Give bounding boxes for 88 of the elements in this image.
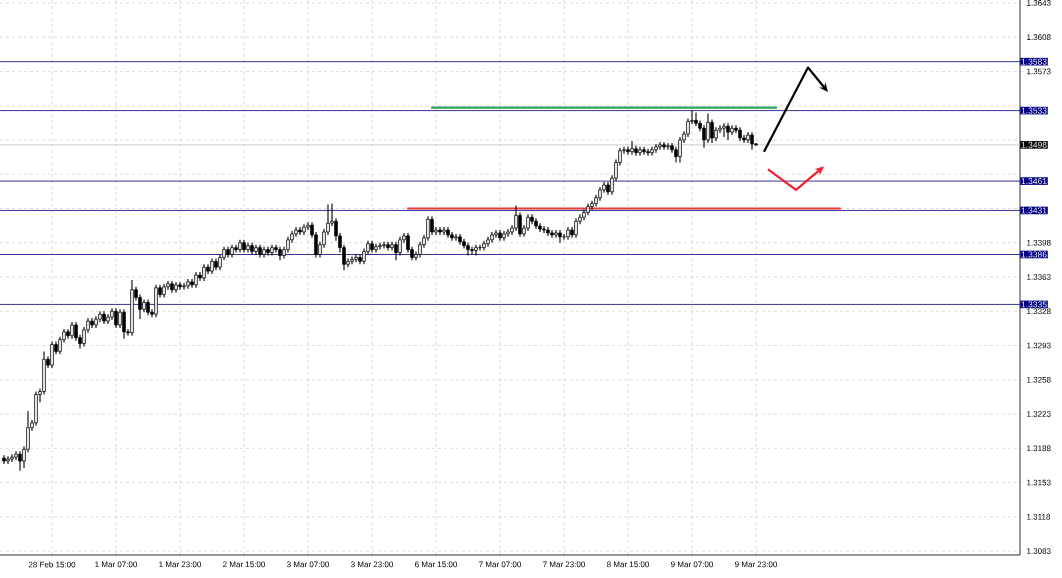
candlestick [186, 278, 190, 290]
candlestick [638, 146, 642, 157]
y-tick-label: 1.3398 [1027, 239, 1051, 246]
candlestick [561, 233, 567, 241]
ref-line-label: 1.3498 [1021, 141, 1047, 148]
candlestick [702, 124, 706, 149]
y-tick-label: 1.3328 [1027, 308, 1051, 315]
candlestick [626, 146, 630, 156]
candlestick [178, 281, 182, 291]
candlestick [350, 255, 354, 265]
y-tick-label: 1.3223 [1027, 411, 1051, 417]
candlestick [654, 143, 658, 154]
candlestick [474, 244, 478, 257]
candlestick [182, 282, 186, 291]
candlestick [386, 241, 390, 252]
ref-line-label: 1.3533 [1021, 107, 1047, 114]
candlestick [558, 229, 562, 244]
candlestick [730, 124, 734, 136]
y-tick-label: 1.3608 [1027, 34, 1051, 41]
y-tick-label: 1.3153 [1027, 479, 1051, 486]
y-tick-label: 1.3258 [1027, 376, 1051, 383]
candlestick [658, 141, 662, 151]
candlestick [530, 213, 534, 225]
candlestick [354, 253, 358, 263]
ref-line-label: 1.3386 [1021, 251, 1047, 258]
candlestick [374, 243, 378, 254]
y-tick-label: 1.3118 [1027, 514, 1051, 520]
candlestick [394, 241, 398, 261]
candlestick [390, 241, 394, 252]
x-tick-label: 1 Mar 07:00 [95, 561, 138, 568]
candlestick [634, 145, 638, 157]
x-tick-label: 3 Mar 07:00 [286, 561, 330, 568]
candlestick [477, 244, 483, 252]
candlestick [118, 308, 122, 329]
candlestick [470, 246, 474, 256]
candlestick [646, 148, 650, 157]
candlestick [190, 278, 194, 289]
y-tick-label: 1.3083 [1027, 548, 1051, 554]
candlestick [662, 141, 666, 151]
candlestick [246, 242, 250, 254]
candlestick [234, 244, 238, 254]
y-tick-label: 1.3363 [1027, 274, 1051, 280]
candlestick [14, 450, 18, 461]
candlestick [666, 142, 670, 151]
x-tick-label: 7 Mar 07:00 [479, 561, 522, 568]
y-tick-label: 1.3643 [1027, 0, 1051, 6]
ref-line-label: 1.3431 [1021, 207, 1047, 214]
y-tick-label: 1.3293 [1027, 342, 1051, 349]
candlestick [710, 118, 714, 144]
candlestick [630, 140, 634, 156]
candlestick [726, 122, 730, 141]
y-tick-label: 1.3573 [1027, 68, 1051, 75]
candlestick [18, 450, 22, 472]
x-tick-label: 7 Mar 23:00 [543, 561, 586, 568]
x-tick-label: 3 Mar 23:00 [350, 561, 394, 568]
candlestick [650, 146, 654, 157]
candlestick [542, 225, 546, 234]
candlestick [114, 307, 118, 329]
ref-line-label: 1.3583 [1021, 58, 1047, 65]
candlestick [486, 236, 490, 248]
x-tick-label: 6 Mar 15:00 [415, 561, 458, 568]
x-tick-label: 1 Mar 23:00 [159, 561, 202, 568]
candlestick [514, 205, 518, 232]
candlestick [398, 236, 402, 257]
candlestick [642, 146, 646, 156]
candlestick [722, 122, 726, 138]
candlestick [454, 233, 458, 242]
candlestick [50, 341, 54, 369]
candlestick [358, 253, 362, 265]
ref-line-label: 1.3335 [1021, 301, 1047, 308]
x-tick-label: 9 Mar 23:00 [735, 561, 778, 568]
candlestick [694, 112, 698, 127]
candlestick [706, 112, 710, 144]
candlestick [466, 242, 470, 257]
x-tick-label: 9 Mar 07:00 [671, 561, 714, 568]
x-tick-label: 8 Mar 15:00 [607, 561, 650, 568]
candlestick [430, 215, 434, 236]
x-tick-label: 2 Mar 15:00 [223, 561, 266, 568]
candlestick [378, 242, 382, 251]
candlestick [66, 328, 70, 340]
x-tick-label: 28 Feb 15:00 [28, 561, 76, 568]
candlestick [574, 217, 578, 239]
candlestick [122, 308, 126, 340]
ref-line-label: 1.3461 [1021, 178, 1047, 185]
y-tick-label: 1.3188 [1027, 445, 1051, 452]
candlestick [482, 240, 486, 252]
candlestick [206, 263, 210, 275]
candlestick [382, 241, 386, 250]
